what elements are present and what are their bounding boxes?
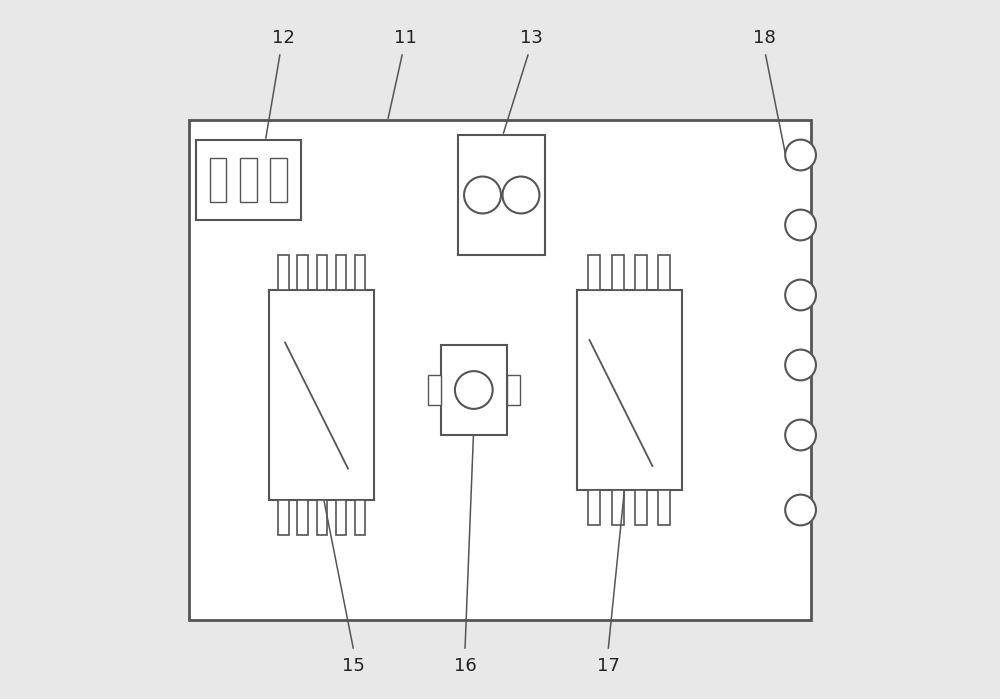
Bar (270, 158, 287, 202)
Bar (355, 255, 365, 290)
Circle shape (785, 350, 816, 380)
Bar (336, 255, 346, 290)
Bar (658, 255, 670, 290)
Circle shape (464, 177, 501, 213)
Bar (210, 158, 226, 202)
Bar (635, 255, 647, 290)
Bar (297, 255, 308, 290)
Bar (612, 490, 624, 525)
Bar (635, 490, 647, 525)
Circle shape (785, 280, 816, 310)
Text: 13: 13 (520, 29, 543, 47)
Bar (278, 255, 289, 290)
Bar (588, 490, 600, 525)
Bar (336, 500, 346, 535)
Circle shape (785, 140, 816, 171)
Circle shape (455, 371, 493, 409)
Bar (297, 500, 308, 535)
Circle shape (785, 495, 816, 526)
Bar (269, 290, 374, 500)
Bar (458, 135, 545, 255)
Bar (612, 255, 624, 290)
Bar (507, 375, 520, 405)
Circle shape (785, 419, 816, 450)
Circle shape (503, 177, 539, 213)
Bar (317, 255, 327, 290)
Text: 11: 11 (394, 29, 417, 47)
Bar (355, 500, 365, 535)
Bar (441, 345, 507, 435)
Text: 15: 15 (342, 657, 365, 675)
Text: 17: 17 (597, 657, 620, 675)
Bar (588, 255, 600, 290)
Bar (240, 158, 257, 202)
Bar (196, 140, 301, 220)
Bar (428, 375, 441, 405)
Bar (317, 500, 327, 535)
Text: 12: 12 (272, 29, 295, 47)
Bar (658, 490, 670, 525)
Text: 18: 18 (753, 29, 776, 47)
Text: 16: 16 (454, 657, 476, 675)
Bar (278, 500, 289, 535)
Bar (189, 120, 811, 620)
Circle shape (785, 210, 816, 240)
Bar (577, 290, 682, 490)
